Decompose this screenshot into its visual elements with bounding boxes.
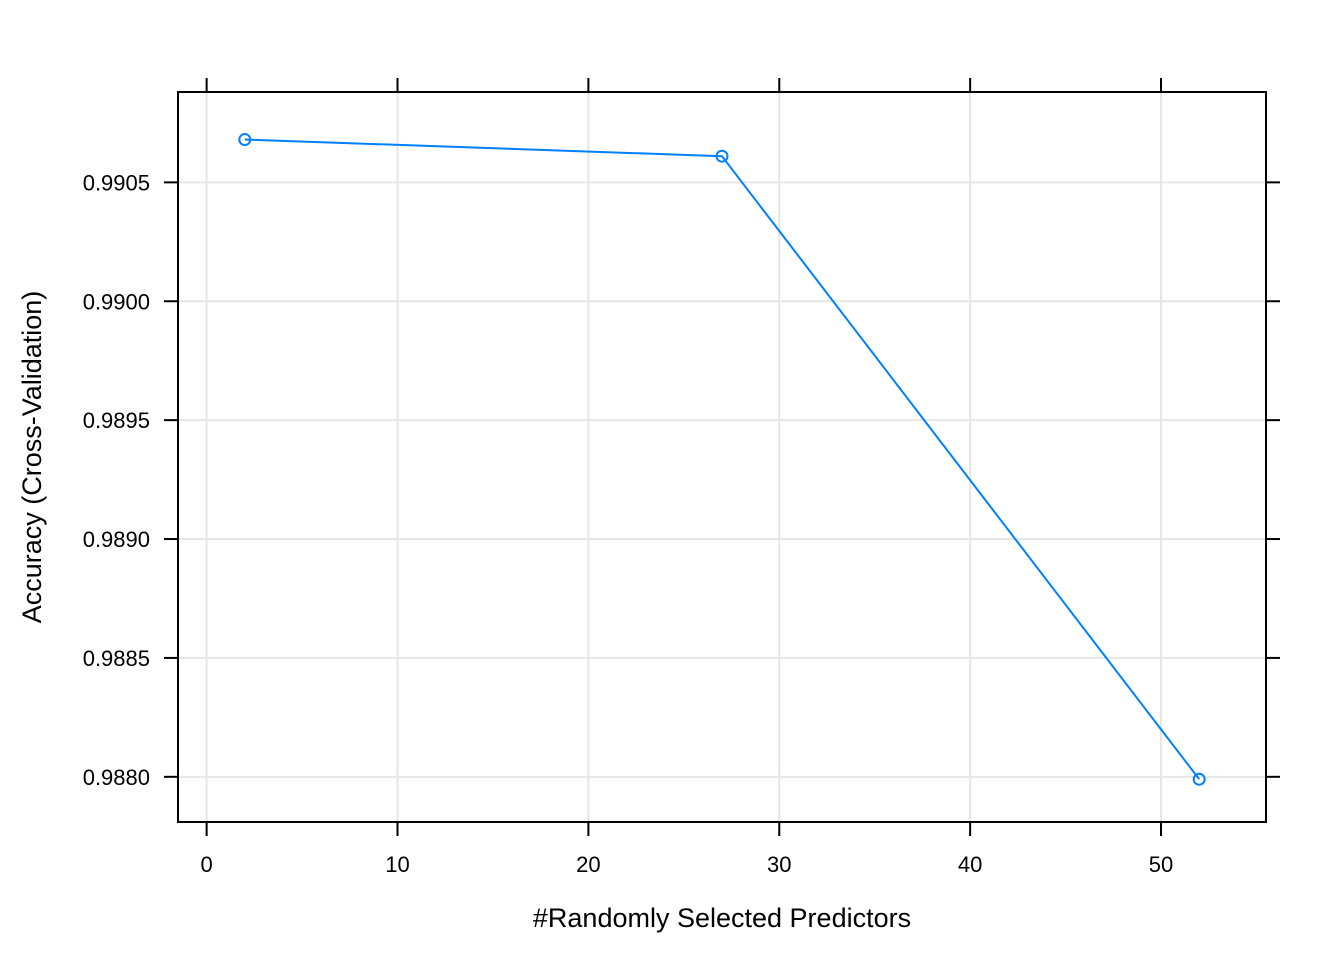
y-tick-label: 0.9900 bbox=[83, 289, 150, 314]
series-layer bbox=[244, 138, 1200, 780]
x-tick-label: 20 bbox=[576, 852, 600, 877]
y-tick-label: 0.9880 bbox=[83, 765, 150, 790]
data-point bbox=[1192, 772, 1206, 786]
data-point bbox=[715, 149, 729, 163]
plot-frame bbox=[177, 91, 1267, 823]
x-tick-label: 40 bbox=[958, 852, 982, 877]
point-layer bbox=[238, 133, 1206, 786]
y-tick-label: 0.9895 bbox=[83, 408, 150, 433]
x-axis-title: #Randomly Selected Predictors bbox=[533, 903, 911, 933]
tick-layer bbox=[164, 78, 1280, 836]
y-tick-label: 0.9885 bbox=[83, 646, 150, 671]
x-tick-label: 10 bbox=[385, 852, 409, 877]
x-tick-label: 0 bbox=[201, 852, 213, 877]
y-tick-labels: 0.9880 0.9885 0.9890 0.9895 0.9900 0.9905 bbox=[83, 170, 150, 789]
y-tick-label: 0.9890 bbox=[83, 527, 150, 552]
grid-layer bbox=[178, 92, 1266, 822]
x-tick-label: 30 bbox=[767, 852, 791, 877]
data-point bbox=[238, 133, 252, 147]
y-axis-title: Accuracy (Cross-Validation) bbox=[17, 291, 47, 624]
series-line bbox=[244, 138, 1200, 780]
y-tick-label: 0.9905 bbox=[83, 170, 150, 195]
x-tick-labels: 0 10 20 30 40 50 bbox=[201, 852, 1174, 877]
x-tick-label: 50 bbox=[1149, 852, 1173, 877]
